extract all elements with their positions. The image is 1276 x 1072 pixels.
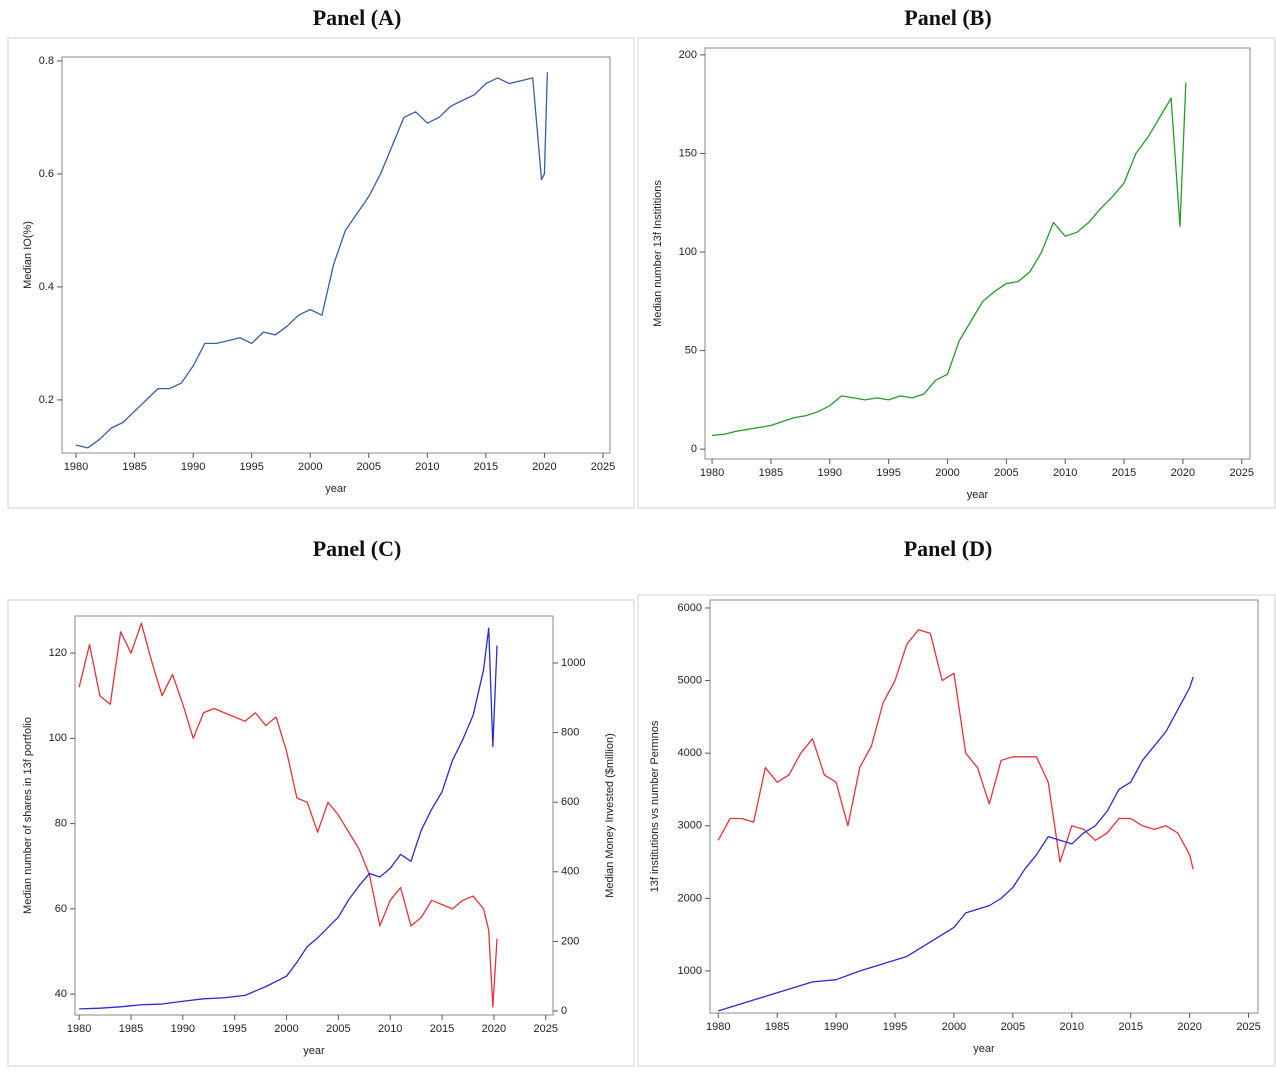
x-tick-label: 2025 bbox=[591, 461, 615, 473]
y-tick-label: 5000 bbox=[678, 674, 702, 686]
x-tick-label: 2025 bbox=[1236, 1021, 1260, 1033]
x-axis-label: year bbox=[303, 1045, 325, 1057]
data-line bbox=[79, 627, 498, 1010]
panel-title: Panel (A) bbox=[313, 5, 402, 30]
y2-tick-label: 600 bbox=[561, 796, 579, 808]
x-tick-label: 1980 bbox=[67, 1023, 91, 1035]
y-tick-label: 0.6 bbox=[39, 168, 54, 180]
y2-axis-label: Median Money Invested ($million) bbox=[604, 733, 616, 897]
y2-tick-label: 800 bbox=[561, 726, 579, 738]
x-tick-label: 2010 bbox=[1053, 467, 1077, 479]
x-tick-label: 1985 bbox=[122, 461, 146, 473]
y-tick-label: 0.8 bbox=[39, 55, 54, 67]
panel-title: Panel (C) bbox=[313, 536, 402, 561]
y-tick-label: 150 bbox=[679, 147, 697, 159]
panel-frame bbox=[637, 594, 1276, 1067]
x-tick-label: 2000 bbox=[298, 461, 322, 473]
x-tick-label: 2010 bbox=[1060, 1021, 1084, 1033]
data-line bbox=[718, 676, 1194, 1012]
x-tick-label: 1985 bbox=[765, 1021, 789, 1033]
x-tick-label: 2020 bbox=[532, 461, 556, 473]
x-tick-label: 1990 bbox=[824, 1021, 848, 1033]
y-tick-label: 80 bbox=[55, 818, 67, 830]
y-tick-label: 0.2 bbox=[39, 394, 54, 406]
y-tick-label: 2000 bbox=[678, 892, 702, 904]
y-tick-label: 50 bbox=[685, 344, 697, 356]
panel-title: Panel (B) bbox=[904, 5, 991, 30]
x-tick-label: 2015 bbox=[430, 1023, 454, 1035]
y-tick-label: 40 bbox=[55, 988, 67, 1000]
panel-frame bbox=[7, 599, 635, 1067]
x-tick-label: 1995 bbox=[222, 1023, 246, 1035]
y-tick-label: 0.4 bbox=[39, 281, 54, 293]
x-tick-label: 2020 bbox=[1177, 1021, 1201, 1033]
x-tick-label: 2005 bbox=[326, 1023, 350, 1035]
x-tick-label: 2015 bbox=[1118, 1021, 1142, 1033]
x-tick-label: 1980 bbox=[64, 461, 88, 473]
plot-area bbox=[709, 599, 1259, 1014]
plot-area bbox=[61, 56, 611, 454]
data-line bbox=[75, 72, 548, 449]
x-tick-label: 1980 bbox=[700, 467, 724, 479]
panel-frame bbox=[637, 37, 1276, 509]
x-tick-label: 2020 bbox=[1171, 467, 1195, 479]
x-tick-label: 2005 bbox=[994, 467, 1018, 479]
y-tick-label: 0 bbox=[691, 443, 697, 455]
x-tick-label: 2000 bbox=[942, 1021, 966, 1033]
x-tick-label: 1995 bbox=[883, 1021, 907, 1033]
panel-frame bbox=[7, 37, 635, 509]
data-line bbox=[78, 622, 498, 1008]
x-tick-label: 1990 bbox=[171, 1023, 195, 1035]
y2-tick-label: 200 bbox=[561, 935, 579, 947]
y-tick-label: 6000 bbox=[678, 602, 702, 614]
y-tick-label: 100 bbox=[49, 732, 67, 744]
y-axis-label: Median IO(%) bbox=[22, 221, 34, 289]
plot-area bbox=[74, 615, 554, 1016]
data-line bbox=[717, 629, 1194, 870]
y-tick-label: 4000 bbox=[678, 747, 702, 759]
y-tick-label: 200 bbox=[679, 49, 697, 61]
x-tick-label: 2025 bbox=[1230, 467, 1254, 479]
x-tick-label: 1995 bbox=[239, 461, 263, 473]
y-axis-label: Median number of shares in 13f portfolio bbox=[22, 717, 34, 914]
x-tick-label: 1995 bbox=[876, 467, 900, 479]
y-tick-label: 3000 bbox=[678, 820, 702, 832]
y-axis-label: Median number 13f Instititions bbox=[652, 180, 664, 327]
y-tick-label: 120 bbox=[49, 647, 67, 659]
y2-tick-label: 400 bbox=[561, 866, 579, 878]
plot-area bbox=[704, 47, 1251, 460]
x-axis-label: year bbox=[973, 1043, 995, 1055]
x-tick-label: 2005 bbox=[357, 461, 381, 473]
x-tick-label: 2020 bbox=[482, 1023, 506, 1035]
panel-title: Panel (D) bbox=[904, 536, 993, 561]
x-tick-label: 2010 bbox=[378, 1023, 402, 1035]
y-tick-label: 60 bbox=[55, 903, 67, 915]
data-line bbox=[712, 82, 1187, 436]
x-tick-label: 2015 bbox=[474, 461, 498, 473]
x-tick-label: 2010 bbox=[415, 461, 439, 473]
x-tick-label: 1985 bbox=[119, 1023, 143, 1035]
x-tick-label: 1990 bbox=[818, 467, 842, 479]
y-tick-label: 1000 bbox=[678, 965, 702, 977]
x-tick-label: 2000 bbox=[935, 467, 959, 479]
y-axis-label: 13f institutions vs number Permnos bbox=[649, 720, 661, 892]
y-tick-label: 100 bbox=[679, 246, 697, 258]
x-tick-label: 2025 bbox=[533, 1023, 557, 1035]
x-tick-label: 1985 bbox=[759, 467, 783, 479]
y2-tick-label: 0 bbox=[561, 1005, 567, 1017]
x-tick-label: 2015 bbox=[1112, 467, 1136, 479]
x-tick-label: 2000 bbox=[274, 1023, 298, 1035]
y2-tick-label: 1000 bbox=[561, 657, 585, 669]
x-axis-label: year bbox=[967, 489, 989, 501]
x-tick-label: 1990 bbox=[181, 461, 205, 473]
x-tick-label: 2005 bbox=[1001, 1021, 1025, 1033]
x-axis-label: year bbox=[325, 483, 347, 495]
x-tick-label: 1980 bbox=[706, 1021, 730, 1033]
